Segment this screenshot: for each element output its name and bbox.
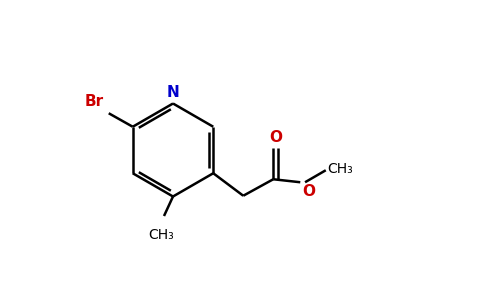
Text: O: O [269, 130, 282, 145]
Text: Br: Br [85, 94, 104, 109]
Text: CH₃: CH₃ [148, 228, 174, 242]
Text: N: N [166, 85, 180, 100]
Text: CH₃: CH₃ [327, 162, 353, 176]
Text: O: O [302, 184, 315, 199]
